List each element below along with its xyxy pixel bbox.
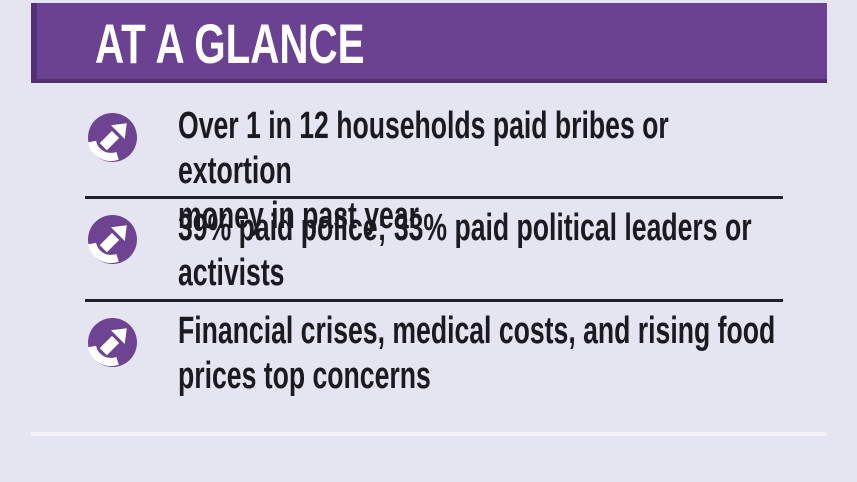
- divider: [85, 299, 783, 302]
- list-item-text: Financial crises, medical costs, and ris…: [178, 310, 776, 397]
- trend-arrow-icon: [88, 215, 137, 264]
- list-item-text: 39% paid police; 33% paid political lead…: [178, 207, 752, 294]
- header-banner: AT A GLANCE: [31, 3, 827, 83]
- divider: [85, 196, 783, 199]
- list-item-text: Over 1 in 12 households paid bribes or e…: [178, 105, 669, 237]
- footer-divider: [31, 432, 827, 436]
- trend-arrow-icon: [88, 113, 137, 162]
- page-title: AT A GLANCE: [95, 12, 365, 75]
- trend-arrow-icon: [88, 318, 137, 367]
